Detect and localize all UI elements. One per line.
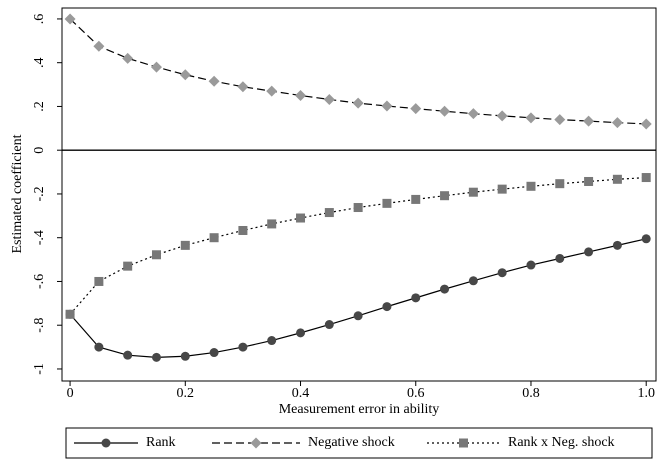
y-tick-label: -.4	[32, 230, 47, 245]
marker	[439, 105, 451, 117]
marker	[180, 351, 190, 361]
marker	[266, 85, 278, 97]
marker	[526, 260, 536, 270]
marker	[238, 225, 248, 235]
marker	[267, 336, 277, 346]
legend-label: Negative shock	[308, 435, 395, 450]
x-tick-label: 0.4	[292, 386, 310, 401]
marker	[151, 250, 161, 260]
y-tick-label: 0	[32, 147, 47, 154]
marker	[352, 97, 364, 109]
marker	[583, 115, 595, 127]
marker	[296, 213, 306, 223]
marker	[641, 234, 651, 244]
marker	[440, 191, 450, 201]
x-tick-label: 0.8	[522, 386, 540, 401]
marker	[584, 176, 594, 186]
legend-marker	[459, 438, 468, 448]
legend-marker	[250, 437, 262, 449]
marker	[323, 93, 335, 105]
marker	[238, 342, 248, 352]
marker	[411, 293, 421, 303]
marker	[497, 268, 507, 278]
marker	[151, 352, 161, 362]
marker	[555, 253, 565, 263]
marker	[93, 40, 105, 52]
marker	[123, 261, 133, 271]
marker	[324, 208, 334, 218]
marker	[497, 184, 507, 194]
marker	[496, 110, 508, 122]
y-tick-label: .6	[32, 14, 47, 25]
legend-box	[65, 427, 653, 459]
x-tick-label: 0.2	[177, 386, 195, 401]
marker	[123, 350, 133, 360]
marker	[180, 240, 190, 250]
x-tick-label: 0.6	[407, 386, 425, 401]
x-tick-label: 0	[67, 386, 74, 401]
y-tick-label: -.8	[32, 318, 47, 333]
marker	[209, 233, 219, 243]
marker	[94, 342, 104, 352]
y-tick-label: -1	[32, 363, 47, 375]
legend-label: Rank	[146, 435, 176, 450]
marker	[267, 219, 277, 229]
marker	[611, 117, 623, 129]
marker	[554, 114, 566, 126]
marker	[640, 118, 652, 130]
legend-label: Rank x Neg. shock	[508, 435, 615, 450]
legend-marker	[101, 438, 111, 448]
marker	[296, 328, 306, 338]
y-tick-label: -.6	[32, 274, 47, 289]
marker	[64, 13, 76, 25]
plot-frame	[61, 7, 657, 382]
marker	[525, 112, 537, 124]
marker	[237, 81, 249, 93]
marker	[381, 100, 393, 112]
marker	[295, 90, 307, 102]
marker	[150, 61, 162, 73]
marker	[353, 203, 363, 213]
marker	[122, 52, 134, 64]
marker	[65, 309, 75, 319]
marker	[440, 284, 450, 294]
y-tick-label: -.2	[32, 186, 47, 201]
marker	[179, 69, 191, 81]
marker	[208, 75, 220, 87]
y-tick-label: .4	[32, 57, 47, 67]
marker	[382, 302, 392, 312]
marker	[555, 179, 565, 189]
marker	[410, 103, 422, 115]
y-axis-label: Estimated coefficient	[10, 134, 25, 253]
marker	[94, 276, 104, 286]
marker	[411, 194, 421, 204]
y-tick-label: .2	[32, 101, 47, 112]
marker	[468, 187, 478, 197]
marker	[612, 174, 622, 184]
marker	[209, 348, 219, 358]
marker	[468, 276, 478, 286]
marker	[353, 311, 363, 321]
marker	[584, 247, 594, 257]
x-axis-label: Measurement error in ability	[279, 402, 440, 417]
marker	[467, 108, 479, 120]
marker	[612, 240, 622, 250]
marker	[526, 181, 536, 191]
marker	[641, 173, 651, 183]
x-tick-label: 1.0	[637, 386, 655, 401]
marker	[382, 198, 392, 208]
marker	[324, 320, 334, 330]
